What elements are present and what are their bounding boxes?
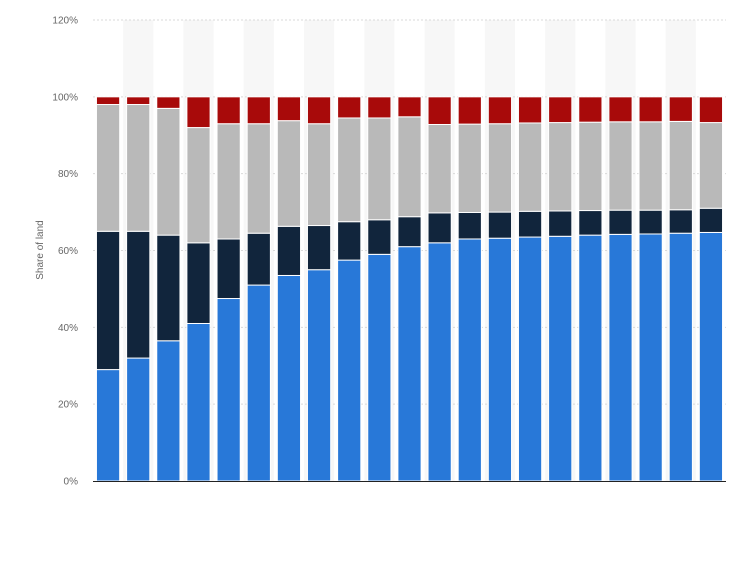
bar-segment [216,96,241,125]
bar-segment [337,96,362,119]
bar-segment [608,96,633,123]
bar-segment [306,225,332,271]
y-tick-label: 60% [58,246,78,257]
bar-segment [156,234,181,342]
bar-segment [306,269,332,482]
bar-segment [186,127,211,244]
bar-segment [126,230,151,359]
bar-segment [95,369,121,482]
y-tick-label: 120% [52,16,78,27]
bar-segment [457,96,482,125]
bar-segment [367,117,392,221]
bar-segment [367,253,392,482]
bar-segment [578,210,603,236]
bar-segment [186,96,211,129]
bar-segment [126,357,151,482]
bar-segment [186,242,211,324]
bar-segment [517,210,543,238]
bar-segment [427,212,452,244]
bar-segment [578,121,603,212]
bar-segment [246,284,271,482]
bar-segment [156,96,181,109]
bar-segment [517,236,543,482]
bar-segment [397,216,422,248]
bar-segment [457,238,482,482]
bar-segment [517,96,543,124]
bar-segment [337,221,362,261]
bar-segment [126,96,151,106]
bar-segment [156,107,181,236]
bar-segment [668,96,693,122]
bar-segment [548,96,573,124]
bar-segment [367,96,392,119]
bar-segment [487,123,513,213]
bar-segment [276,225,302,276]
bar-segment [487,96,513,125]
bar-segment [276,274,302,482]
bar-segment [668,120,693,211]
y-tick-label: 40% [58,323,78,334]
bar-segment [548,122,573,212]
bar-segment [668,209,693,234]
bar-segment [397,246,422,482]
bar-segment [487,237,513,482]
bar-segment [548,235,573,482]
bar-segment [698,96,724,124]
bar-segment [306,96,332,125]
bar-segment [638,96,663,123]
y-axis-title: Share of land [35,220,46,280]
bar-segment [95,104,121,232]
bar-segment [698,122,724,209]
bar-segment [457,211,482,240]
bar-segment [156,340,181,482]
bar-segment [487,211,513,239]
bar-segment [608,233,633,482]
bar-segment [517,122,543,212]
y-tick-label: 0% [64,477,79,488]
y-tick-label: 20% [58,400,78,411]
bar-segment [276,120,302,227]
bar-segment [638,121,663,211]
bar-segment [397,116,422,218]
bar-segment [216,298,241,482]
bar-segment [367,219,392,255]
bar-segment [638,209,663,235]
bar-segment [578,96,603,123]
bar-segment [608,121,633,211]
bar-segment [306,123,332,227]
bar-segment [427,242,452,482]
y-tick-label: 80% [58,169,78,180]
bar-segment [246,96,271,125]
y-tick-label: 100% [52,92,78,103]
bar-segment [95,230,121,371]
bar-segment [126,104,151,232]
bar-segment [216,123,241,240]
bar-segment [608,209,633,235]
bar-segment [95,96,121,106]
bar-segment [246,232,271,286]
bar-segment [397,96,422,118]
bar-segment [638,233,663,482]
bar-segment [457,123,482,213]
bars [95,96,724,482]
bar-segment [427,96,452,125]
bar-segment [698,231,724,482]
bar-segment [337,117,362,223]
bar-segment [186,322,211,482]
bar-segment [276,96,302,122]
bar-segment [427,123,452,214]
bar-segment [548,210,573,237]
bar-segment [216,238,241,300]
bar-segment [698,207,724,233]
bar-segment [668,232,693,482]
y-tick-labels: 0% 20% 40% 60% 80% 100% 120% [52,16,78,488]
bar-segment [246,123,271,234]
bar-segment [578,234,603,482]
bar-segment [337,259,362,482]
